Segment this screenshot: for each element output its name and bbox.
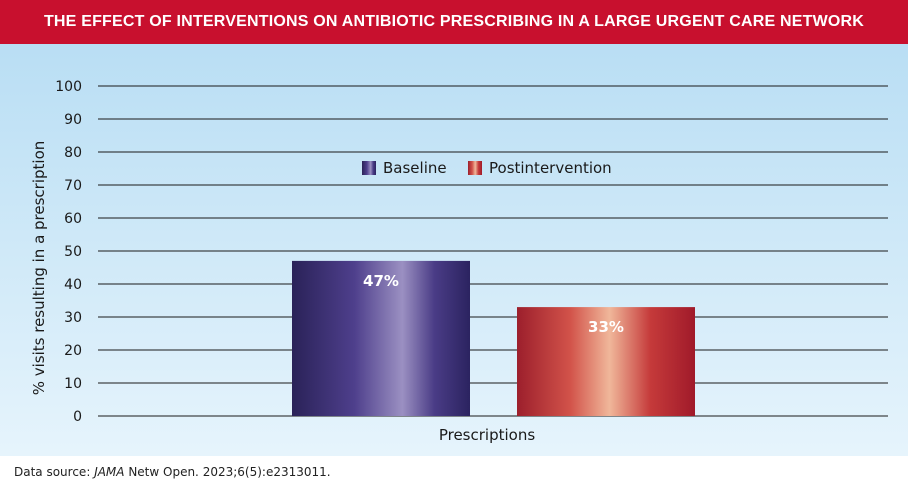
data-source-footer: Data source: JAMA Netw Open. 2023;6(5):e… bbox=[14, 465, 331, 479]
legend-swatch-postintervention bbox=[468, 161, 482, 175]
y-tick-label-40: 40 bbox=[64, 277, 82, 293]
legend: Baseline Postintervention bbox=[362, 159, 612, 177]
y-tick-label-10: 10 bbox=[64, 376, 82, 392]
y-tick-label-20: 20 bbox=[64, 343, 82, 359]
chart-title: THE EFFECT OF INTERVENTIONS ON ANTIBIOTI… bbox=[0, 0, 908, 44]
y-tick-label-70: 70 bbox=[64, 178, 82, 194]
y-tick-label-80: 80 bbox=[64, 145, 82, 161]
y-axis-label: % visits resulting in a prescription bbox=[30, 141, 48, 396]
y-tick-label-30: 30 bbox=[64, 310, 82, 326]
legend-label-postintervention: Postintervention bbox=[489, 159, 612, 177]
y-tick-label-60: 60 bbox=[64, 211, 82, 227]
footer-prefix: Data source: bbox=[14, 465, 95, 479]
y-tick-label-90: 90 bbox=[64, 112, 82, 128]
bar-baseline bbox=[292, 260, 470, 416]
footer-citation: Netw Open. 2023;6(5):e2313011. bbox=[124, 465, 331, 479]
legend-swatch-baseline bbox=[362, 161, 376, 175]
y-tick-label-100: 100 bbox=[55, 79, 82, 95]
bar-chart: 0 10 20 30 40 50 60 70 80 90 100 47% 33% % visits r… bbox=[30, 79, 888, 444]
data-label-postintervention: 33% bbox=[588, 318, 624, 336]
y-tick-label-0: 0 bbox=[73, 409, 82, 425]
y-tick-label-50: 50 bbox=[64, 244, 82, 260]
legend-label-baseline: Baseline bbox=[383, 159, 447, 177]
data-label-baseline: 47% bbox=[363, 272, 399, 290]
bar-postintervention bbox=[517, 307, 695, 416]
x-category-label: Prescriptions bbox=[439, 426, 535, 444]
footer-journal: JAMA bbox=[94, 465, 125, 479]
